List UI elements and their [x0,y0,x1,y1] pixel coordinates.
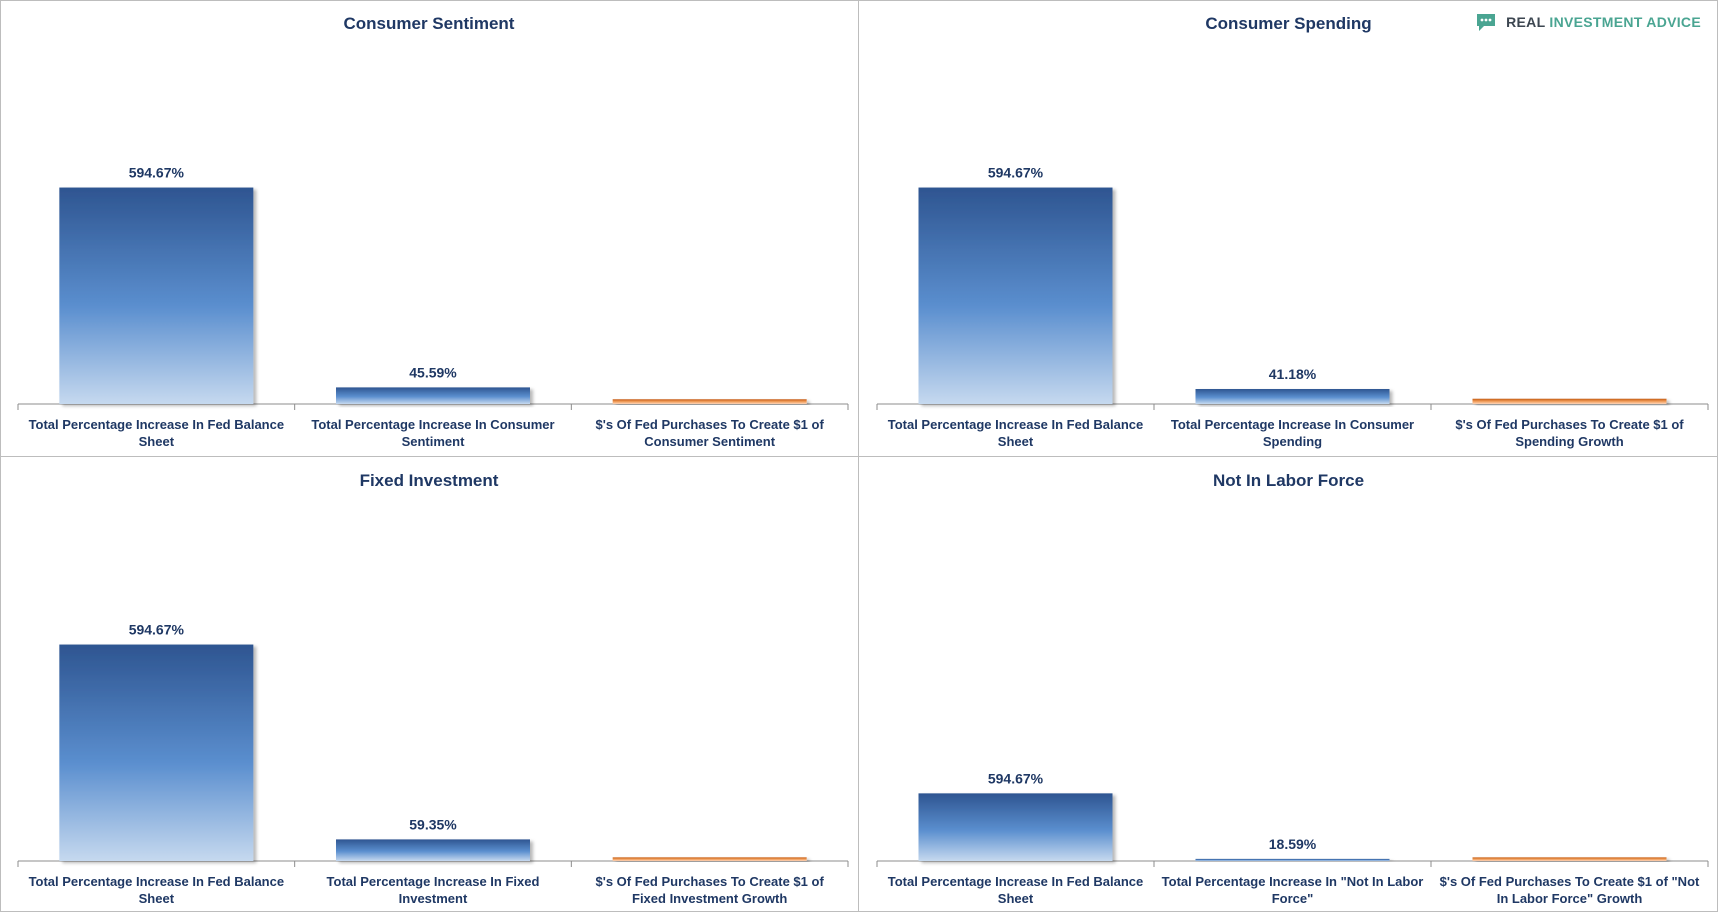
bar-percentage [336,839,530,861]
bar-percentage [59,187,254,404]
category-label: $'s Of Fed Purchases To Create $1 of "No… [1439,874,1700,906]
category-label: Total Percentage Increase In Fed Balance… [887,417,1144,449]
bar-dollar-ratio [1472,857,1667,861]
brand-logo: REAL INVESTMENT ADVICE [1474,10,1701,34]
chart-panel: Consumer Sentiment 594.67% 45.59% $13.04 Tot… [0,0,858,456]
bar-chart: 594.67% 18.59% $31.98 [876,770,1709,885]
category-label: Total Percentage Increase In Consumer Sp… [1170,417,1415,449]
data-label: 18.59% [1269,836,1317,852]
speech-bubble-logo-icon [1477,14,1496,31]
bar-percentage [1195,389,1390,404]
brand-name-part1: REAL [1506,14,1546,30]
category-label: $'s Of Fed Purchases To Create $1 of Spe… [1455,417,1684,449]
category-label: $'s Of Fed Purchases To Create $1 of Fix… [595,874,824,906]
data-label: 59.35% [409,816,457,832]
category-label: Total Percentage Increase In Consumer Se… [311,417,555,449]
data-label: $10.02 [688,869,731,885]
chart-title: Consumer Spending [1205,14,1372,33]
horizontal-divider [0,456,1718,457]
chart-title: Not In Labor Force [1212,471,1365,490]
bar-chart: 594.67% 41.18% $14.44 [876,165,1709,427]
category-label: Total Percentage Increase In Fed Balance… [28,417,285,449]
data-label: 594.67% [129,622,185,638]
data-label: $31.98 [1548,869,1591,885]
bar-chart: 594.67% 45.59% $13.04 [17,165,849,427]
chart-panel: Not In Labor Force 594.67% 18.59% $31.98 Tot… [859,457,1718,912]
data-label: 41.18% [1269,366,1317,382]
data-label: 594.67% [988,165,1044,181]
data-label: 594.67% [129,165,185,181]
bar-percentage [59,644,254,861]
bar-dollar-ratio [612,857,807,861]
chart-panel: Consumer Spending 594.67% 41.18% $14.44 Tota… [859,0,1718,456]
category-label: Total Percentage Increase In Fixed Inves… [326,874,540,906]
category-label: Total Percentage Increase In Fed Balance… [887,874,1144,906]
data-label: 594.67% [988,770,1044,786]
bar-percentage [1195,858,1390,861]
brand-name: REAL INVESTMENT ADVICE [1506,14,1701,30]
category-label: $'s Of Fed Purchases To Create $1 of Con… [595,417,824,449]
data-label: $13.04 [688,411,731,427]
chart-title: Consumer Sentiment [343,14,515,33]
chart-title: Fixed Investment [359,471,499,490]
bar-percentage [918,793,1113,861]
bar-percentage [336,387,530,404]
bar-dollar-ratio [1472,398,1667,404]
bar-percentage [918,187,1113,404]
category-label: Total Percentage Increase In Fed Balance… [28,874,285,906]
data-label: $14.44 [1548,411,1591,427]
data-label: 45.59% [409,364,457,380]
chart-panel: Fixed Investment 594.67% 59.35% $10.02 Total… [0,457,858,912]
category-label: Total Percentage Increase In "Not In Lab… [1161,874,1424,906]
brand-name-part2: INVESTMENT ADVICE [1549,14,1701,30]
bar-chart: 594.67% 59.35% $10.02 [17,622,849,885]
bar-dollar-ratio [612,399,807,404]
